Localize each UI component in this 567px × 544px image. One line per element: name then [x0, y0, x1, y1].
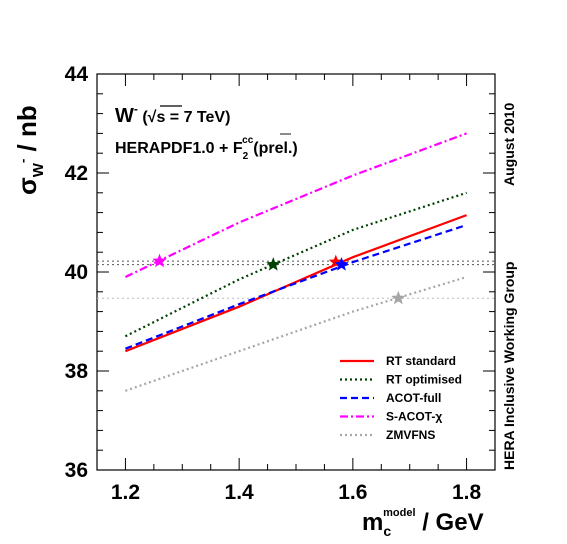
star-marker-3: [152, 253, 167, 268]
x-axis-label: mcmodel / GeV: [362, 507, 484, 539]
legend-label-4: ZMVFNS: [386, 428, 435, 442]
y-tick-label: 42: [65, 162, 88, 185]
series-curves: [124, 132, 467, 392]
legend-label-1: RT optimised: [386, 373, 462, 387]
series-line-0: [124, 214, 467, 353]
y-tick-label: 44: [65, 63, 89, 86]
star-marker-2: [334, 257, 349, 271]
star-marker-4: [391, 290, 406, 305]
x-tick-label: 1.8: [452, 481, 482, 504]
x-tick-label: 1.6: [338, 481, 367, 504]
date-annotation: August 2010: [501, 103, 517, 186]
star-marker-1: [266, 257, 281, 271]
tick-labels: 1.2 1.4 1.6 1.8 36 38 40 42 44: [65, 63, 482, 504]
x-tick-label: 1.4: [225, 481, 255, 504]
series-line-2: [124, 223, 467, 350]
group-annotation: HERA Inclusive Working Group: [501, 262, 517, 470]
legend-label-2: ACOT-full: [386, 391, 441, 405]
series-line-3: [124, 132, 467, 278]
y-axis-label: σW- / nb: [12, 105, 47, 195]
reference-lines: [97, 260, 495, 299]
legend-label-3: S-ACOT-χ: [386, 410, 442, 424]
series-stars: [152, 253, 406, 305]
y-tick-label: 38: [65, 360, 89, 383]
process-annotation: W- (√s = 7 TeV): [115, 102, 230, 127]
pdf-annotation: HERAPDF1.0 + F2cc(prel.): [115, 135, 298, 162]
legend-label-0: RT standard: [386, 354, 456, 368]
axis-ticks: [96, 73, 496, 471]
series-line-1: [124, 191, 467, 338]
y-tick-label: 40: [65, 261, 88, 284]
x-tick-label: 1.2: [111, 481, 140, 504]
y-tick-label: 36: [65, 459, 88, 482]
series-line-4: [125, 275, 467, 392]
star-marker-0: [328, 254, 343, 269]
legend: RT standard RT optimised ACOT-full S-ACOT-χ…: [340, 354, 462, 442]
